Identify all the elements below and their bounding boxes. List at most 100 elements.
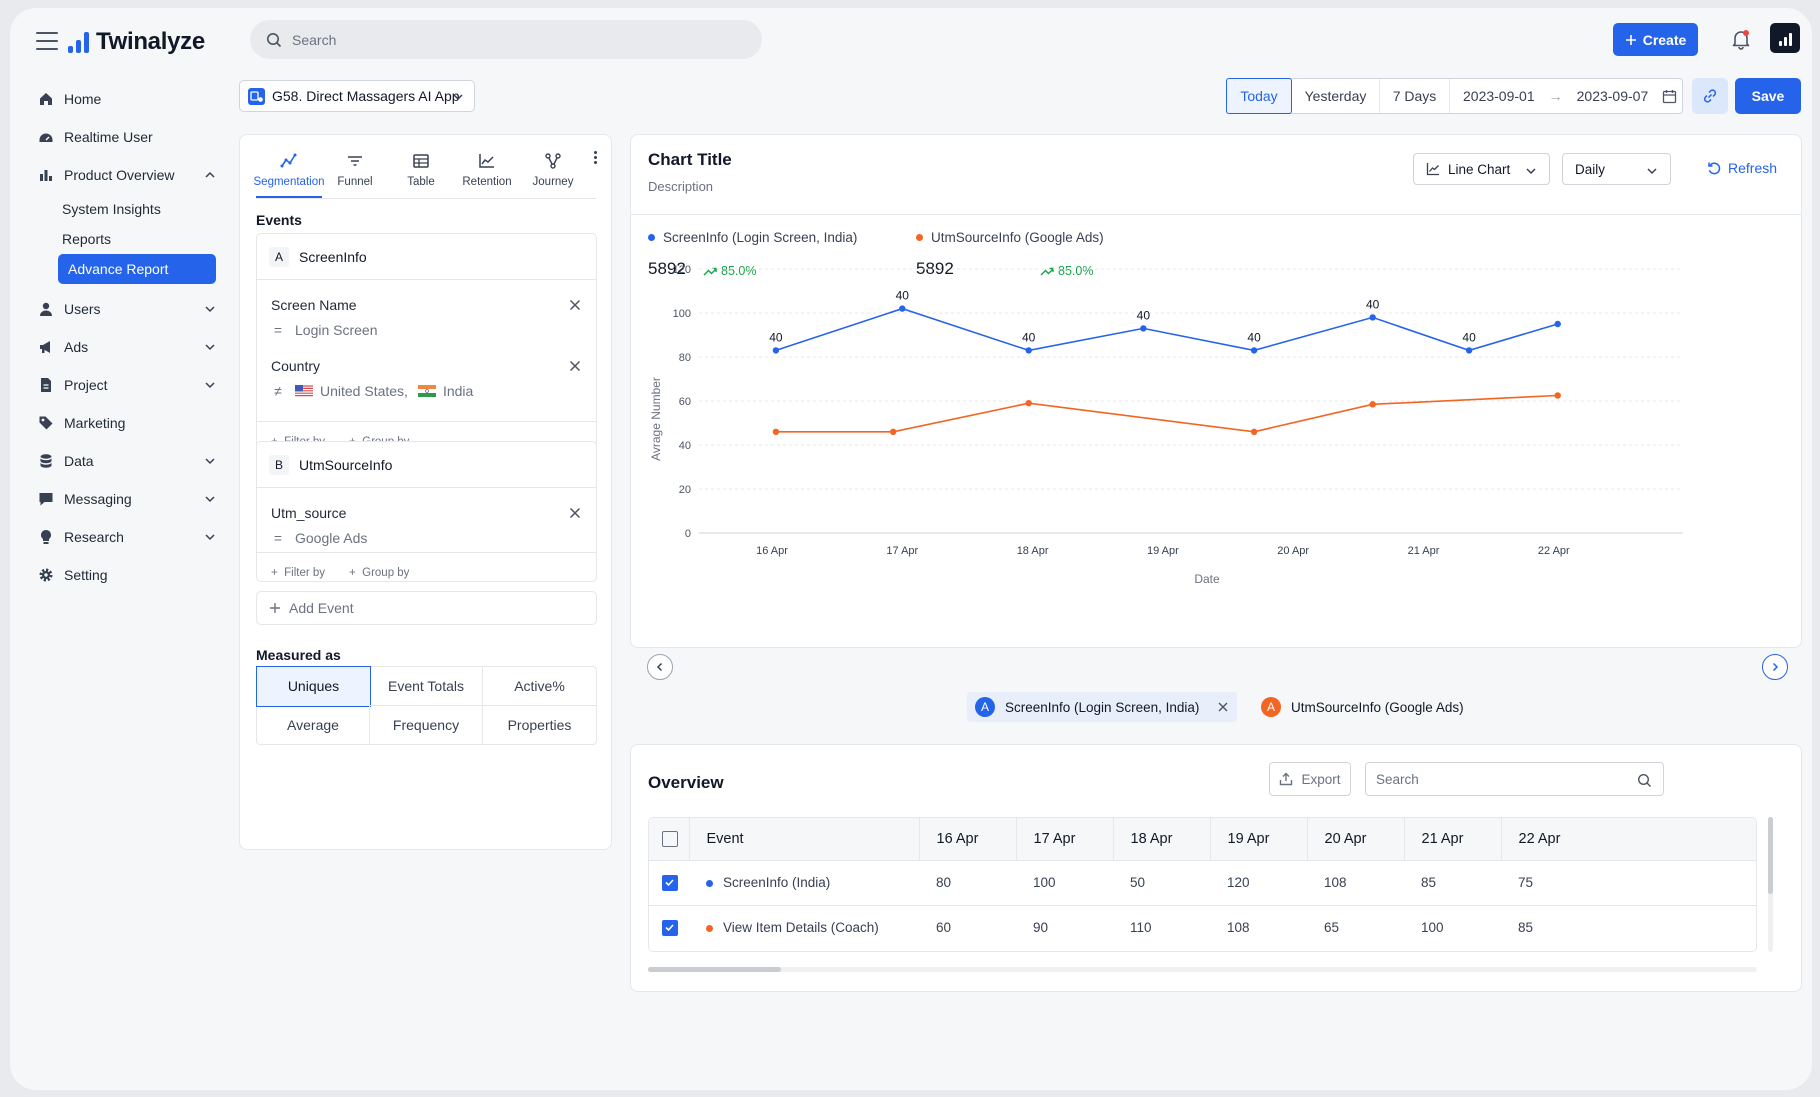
- line-chart-icon: [1426, 163, 1439, 176]
- column-header[interactable]: 18 Apr: [1112, 818, 1210, 861]
- sidebar-item-setting[interactable]: Setting: [32, 556, 222, 594]
- chart-type-dropdown[interactable]: Line Chart: [1413, 153, 1550, 185]
- export-button[interactable]: Export: [1269, 762, 1351, 796]
- create-button[interactable]: Create: [1613, 23, 1698, 56]
- sidebar-item-marketing[interactable]: Marketing: [32, 404, 222, 442]
- row-checkbox[interactable]: [662, 874, 678, 891]
- measure-properties[interactable]: Properties: [507, 716, 572, 733]
- filter-operator[interactable]: ≠: [274, 383, 282, 399]
- global-search[interactable]: [250, 20, 762, 59]
- close-icon[interactable]: [568, 298, 582, 312]
- date-preset-7-days[interactable]: 7 Days: [1380, 79, 1450, 113]
- sidebar-item-ads[interactable]: Ads: [32, 328, 222, 366]
- tab-label: Table: [407, 176, 435, 188]
- calendar-icon[interactable]: [1662, 89, 1677, 104]
- filter-value[interactable]: Google Ads: [295, 530, 368, 546]
- us-flag-icon: [295, 385, 313, 397]
- filter-value[interactable]: United States,: [320, 383, 408, 399]
- event-header[interactable]: A ScreenInfo: [257, 234, 596, 280]
- date-start[interactable]: 2023-09-01: [1463, 88, 1535, 104]
- legend-item-utmsourceinfo[interactable]: A UtmSourceInfo (Google Ads): [1253, 692, 1472, 722]
- filter-property[interactable]: Utm_source: [271, 505, 347, 521]
- filter-operator[interactable]: =: [273, 530, 283, 546]
- search-input[interactable]: [292, 31, 712, 48]
- measure-uniques[interactable]: Uniques: [256, 666, 371, 707]
- more-options-icon[interactable]: [590, 151, 600, 164]
- filter-operator[interactable]: =: [273, 322, 283, 338]
- tab-table[interactable]: Table: [388, 149, 454, 198]
- filter-property[interactable]: Country: [271, 358, 321, 374]
- measure-average[interactable]: Average: [257, 705, 370, 744]
- data-point: [1250, 347, 1258, 354]
- table-row[interactable]: ScreenInfo (India) 80 100 50 120 108 85 …: [649, 860, 1756, 906]
- y-tick-label: 120: [673, 265, 691, 276]
- filter-value[interactable]: India: [442, 383, 474, 399]
- chart-type-label: Line Chart: [1448, 161, 1511, 177]
- event-header[interactable]: B UtmSourceInfo: [257, 442, 596, 488]
- document-icon: [41, 378, 51, 392]
- group-by-button[interactable]: + Group by: [349, 566, 410, 579]
- sidebar-item-project[interactable]: Project: [32, 366, 222, 404]
- sidebar-item-home[interactable]: Home: [32, 80, 222, 118]
- sidebar-item-system-insights[interactable]: System Insights: [62, 201, 161, 217]
- save-button[interactable]: Save: [1735, 78, 1801, 114]
- search-icon[interactable]: [1637, 773, 1652, 788]
- sidebar-item-advance-report[interactable]: Advance Report: [58, 254, 216, 284]
- vertical-scrollbar[interactable]: [1768, 817, 1773, 952]
- close-icon[interactable]: [568, 506, 582, 520]
- menu-icon[interactable]: [36, 32, 58, 50]
- column-header[interactable]: 16 Apr: [918, 818, 1016, 861]
- column-header[interactable]: 22 Apr: [1500, 818, 1756, 861]
- legend-item-screeninfo[interactable]: A ScreenInfo (Login Screen, India): [967, 692, 1238, 722]
- tab-retention[interactable]: Retention: [454, 149, 520, 198]
- add-event-button[interactable]: Add Event: [256, 591, 597, 625]
- date-preset-yesterday[interactable]: Yesterday: [1292, 79, 1380, 113]
- measure-active-percent[interactable]: Active%: [483, 667, 596, 706]
- filter-by-button[interactable]: + Filter by: [271, 566, 326, 579]
- filter-value[interactable]: Login Screen: [295, 322, 378, 338]
- overview-search-input[interactable]: [1376, 771, 1626, 787]
- tab-segmentation[interactable]: Segmentation: [254, 149, 324, 198]
- filter-property[interactable]: Screen Name: [271, 297, 357, 313]
- sidebar-item-realtime-user[interactable]: Realtime User: [32, 118, 222, 156]
- chart-next-button[interactable]: [1762, 654, 1788, 680]
- column-header[interactable]: 20 Apr: [1306, 818, 1404, 861]
- app-selector[interactable]: G58. Direct Massagers AI App: [239, 80, 475, 112]
- sidebar-item-data[interactable]: Data: [32, 442, 222, 480]
- data-point: [772, 347, 780, 354]
- sidebar-item-reports[interactable]: Reports: [62, 231, 112, 247]
- sidebar-item-research[interactable]: Research: [32, 518, 222, 556]
- measure-event-totals[interactable]: Event Totals: [370, 667, 483, 706]
- horizontal-scrollbar[interactable]: [648, 967, 1757, 972]
- x-tick-label: 16 Apr: [756, 545, 788, 557]
- column-header[interactable]: 17 Apr: [1015, 818, 1113, 861]
- select-all-checkbox[interactable]: [662, 830, 678, 847]
- interval-dropdown[interactable]: Daily: [1562, 153, 1671, 185]
- bell-icon[interactable]: [1729, 27, 1753, 51]
- close-icon[interactable]: [568, 359, 582, 373]
- date-end[interactable]: 2023-09-07: [1576, 88, 1649, 104]
- share-link-button[interactable]: [1692, 78, 1728, 114]
- cell-value: 100: [1421, 920, 1444, 936]
- column-header[interactable]: 19 Apr: [1209, 818, 1307, 861]
- data-point: [1465, 347, 1473, 354]
- tab-funnel[interactable]: Funnel: [322, 149, 388, 198]
- column-header[interactable]: 21 Apr: [1403, 818, 1501, 861]
- app-switcher-icon[interactable]: [1770, 23, 1800, 53]
- row-checkbox[interactable]: [662, 919, 678, 936]
- measure-frequency[interactable]: Frequency: [370, 705, 483, 744]
- custom-date-range[interactable]: 2023-09-01 → 2023-09-07: [1450, 79, 1682, 113]
- sidebar-item-messaging[interactable]: Messaging: [32, 480, 222, 518]
- chevron-down-icon: [205, 382, 215, 389]
- events-label: Events: [256, 212, 302, 228]
- sidebar-item-product-overview[interactable]: Product Overview: [32, 156, 222, 194]
- date-preset-today[interactable]: Today: [1226, 78, 1292, 114]
- column-header[interactable]: Event: [688, 818, 919, 861]
- overview-search[interactable]: [1365, 762, 1664, 796]
- sidebar-item-users[interactable]: Users: [32, 290, 222, 328]
- refresh-button[interactable]: Refresh: [1707, 160, 1777, 176]
- tab-journey[interactable]: Journey: [520, 149, 586, 198]
- chart-prev-button[interactable]: [647, 654, 673, 680]
- table-row[interactable]: View Item Details (Coach) 60 90 110 108 …: [649, 905, 1756, 950]
- close-icon[interactable]: [1217, 701, 1229, 713]
